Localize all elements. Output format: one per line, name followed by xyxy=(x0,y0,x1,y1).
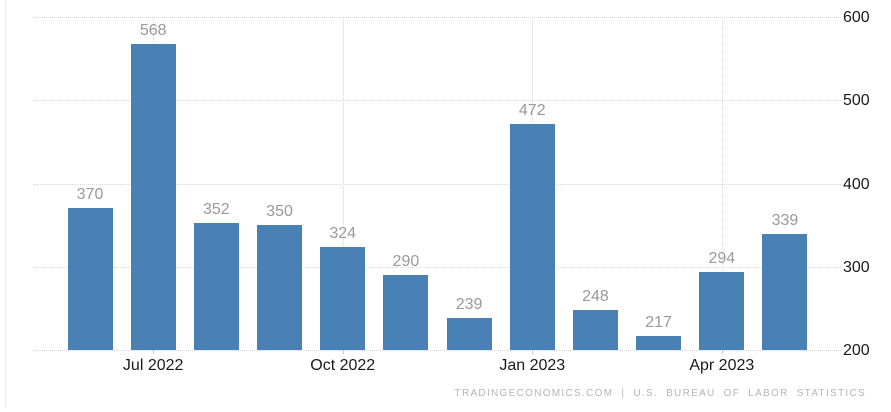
bar-value-label: 248 xyxy=(582,288,609,306)
bar[interactable] xyxy=(762,234,808,350)
bar[interactable] xyxy=(257,225,303,350)
h-gridline xyxy=(33,100,841,102)
bar[interactable] xyxy=(509,123,555,350)
bar-value-label: 290 xyxy=(392,253,420,271)
attribution: TRADINGECONOMICS.COM | U.S. BUREAU OF LA… xyxy=(454,388,866,399)
v-gridline xyxy=(721,17,723,350)
bar[interactable] xyxy=(383,275,429,350)
h-gridline xyxy=(33,266,841,268)
bar-value-label: 352 xyxy=(203,201,230,219)
x-axis-tick-label: Apr 2023 xyxy=(689,357,755,374)
chart-left-border xyxy=(5,0,6,408)
y-axis-tick-label: 500 xyxy=(843,92,870,110)
bar[interactable] xyxy=(699,271,745,350)
h-gridline xyxy=(33,183,841,185)
bar-value-label: 568 xyxy=(139,21,167,39)
v-gridline xyxy=(342,17,344,350)
x-axis-tick-label: Jan 2023 xyxy=(499,357,566,374)
h-gridline xyxy=(33,350,841,351)
x-axis-tick-mark xyxy=(532,350,534,354)
y-axis-tick-label: 300 xyxy=(843,258,870,276)
bar[interactable] xyxy=(320,246,366,350)
y-axis-tick-label: 400 xyxy=(843,175,870,193)
bar[interactable] xyxy=(446,317,492,350)
bar-value-label: 217 xyxy=(645,313,672,331)
bar[interactable] xyxy=(572,310,618,350)
bar-value-label: 370 xyxy=(76,186,104,204)
x-axis-tick-mark xyxy=(342,350,344,354)
bar-value-label: 350 xyxy=(266,203,293,221)
bar-value-label: 239 xyxy=(455,295,483,313)
bar-value-label: 472 xyxy=(518,101,546,119)
bar-value-label: 339 xyxy=(771,212,799,230)
bar[interactable] xyxy=(67,208,113,350)
h-gridline xyxy=(33,17,841,18)
bar[interactable] xyxy=(130,43,176,350)
bar[interactable] xyxy=(636,335,682,350)
bar-value-label: 294 xyxy=(708,249,736,267)
y-axis-tick-label: 200 xyxy=(843,342,870,359)
x-axis-tick-label: Jul 2022 xyxy=(122,357,184,374)
y-axis-tick-label: 600 xyxy=(843,9,870,26)
bar-value-label: 324 xyxy=(329,224,357,242)
bar[interactable] xyxy=(193,223,239,350)
x-axis-tick-label: Oct 2022 xyxy=(310,357,376,374)
x-axis-tick-mark xyxy=(153,350,155,354)
x-axis-tick-mark xyxy=(721,350,723,354)
